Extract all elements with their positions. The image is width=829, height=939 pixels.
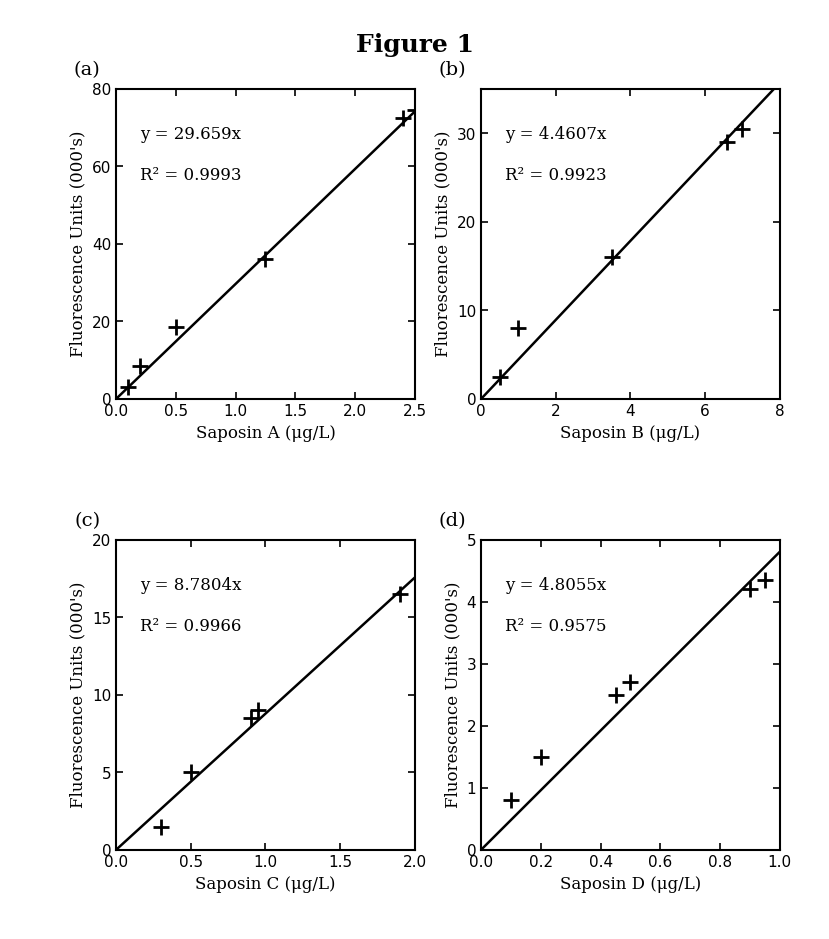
Text: (b): (b) <box>438 61 466 80</box>
Text: (d): (d) <box>438 512 466 531</box>
Text: y = 29.659x: y = 29.659x <box>140 127 241 144</box>
Text: R² = 0.9575: R² = 0.9575 <box>505 618 606 635</box>
Text: (c): (c) <box>74 512 100 531</box>
X-axis label: Saposin A (μg/L): Saposin A (μg/L) <box>196 424 335 441</box>
X-axis label: Saposin D (μg/L): Saposin D (μg/L) <box>560 875 701 892</box>
Text: Figure 1: Figure 1 <box>356 33 473 57</box>
Text: y = 4.4607x: y = 4.4607x <box>505 127 606 144</box>
Text: y = 4.8055x: y = 4.8055x <box>505 577 606 594</box>
Text: (a): (a) <box>74 61 100 80</box>
Y-axis label: Fluorescence Units (000's): Fluorescence Units (000's) <box>70 581 86 808</box>
Text: y = 8.7804x: y = 8.7804x <box>140 577 241 594</box>
Text: R² = 0.9993: R² = 0.9993 <box>140 167 241 184</box>
Y-axis label: Fluorescence Units (000's): Fluorescence Units (000's) <box>434 131 451 358</box>
Y-axis label: Fluorescence Units (000's): Fluorescence Units (000's) <box>444 581 461 808</box>
Text: R² = 0.9923: R² = 0.9923 <box>505 167 606 184</box>
X-axis label: Saposin B (μg/L): Saposin B (μg/L) <box>560 424 700 441</box>
Text: R² = 0.9966: R² = 0.9966 <box>140 618 241 635</box>
X-axis label: Saposin C (μg/L): Saposin C (μg/L) <box>195 875 336 892</box>
Y-axis label: Fluorescence Units (000's): Fluorescence Units (000's) <box>70 131 86 358</box>
